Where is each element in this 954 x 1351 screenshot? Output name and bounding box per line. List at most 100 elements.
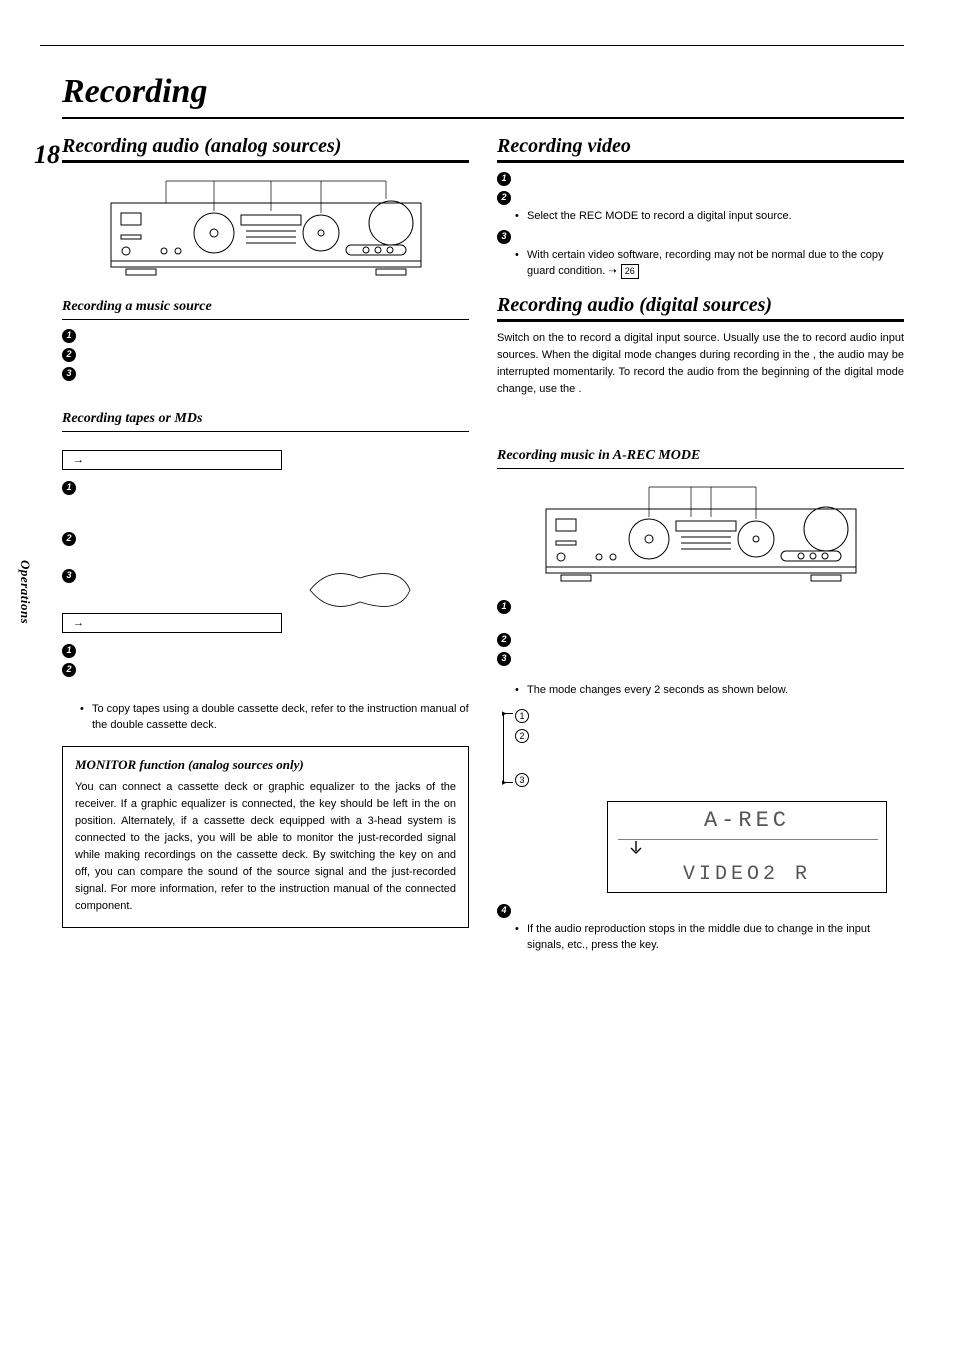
monitor-title: MONITOR function (analog sources only): [75, 757, 456, 773]
step-text: [517, 632, 904, 647]
monitor-box: MONITOR function (analog sources only) Y…: [62, 746, 469, 928]
step-text: [517, 599, 904, 614]
step-row: 2: [62, 347, 469, 362]
section-video-title: Recording video: [497, 135, 904, 158]
step-row: 1: [497, 171, 904, 186]
step-number-icon: 2: [62, 663, 76, 677]
arrow-right-icon: →: [73, 617, 84, 629]
main-rule: [62, 117, 904, 119]
cycle-number-icon: 3: [515, 773, 529, 787]
step-text: [82, 328, 469, 343]
bullet-text: Select the REC MODE to record a digital …: [527, 209, 904, 225]
bullet-note: •If the audio reproduction stops in the …: [515, 922, 904, 954]
step-number-icon: 1: [497, 600, 511, 614]
step-row: 1: [62, 480, 469, 495]
bullet-icon: •: [515, 248, 523, 280]
step-row: 1: [62, 328, 469, 343]
top-rule: [40, 45, 904, 46]
step-number-icon: 2: [497, 633, 511, 647]
cycle-number-icon: 1: [515, 709, 529, 723]
bullet-note: •The mode changes every 2 seconds as sho…: [515, 683, 904, 699]
cycle-number-icon: 2: [515, 729, 529, 743]
page-number: 18: [34, 140, 60, 170]
page-ref: 26: [621, 264, 639, 279]
digital-para: Switch on the to record a digital input …: [497, 330, 904, 398]
bullet-icon: •: [515, 209, 523, 225]
bullet-icon: •: [515, 922, 523, 954]
step-row: 3: [497, 229, 904, 244]
step-number-icon: 3: [62, 569, 76, 583]
bullet-note: •With certain video software, recording …: [515, 248, 904, 280]
receiver-svg: [541, 479, 861, 589]
lcd-divider: [618, 839, 876, 857]
step-number-icon: 2: [497, 191, 511, 205]
bullet-icon: •: [515, 683, 523, 699]
step-number-icon: 3: [62, 367, 76, 381]
sub-arec: Recording music in A-REC MODE: [497, 448, 904, 464]
main-title: Recording: [62, 73, 904, 111]
lcd-line-top: A-REC: [608, 802, 886, 839]
step-row: 3: [497, 651, 904, 666]
transfer-box: →: [62, 450, 282, 470]
step-row: 2: [62, 662, 469, 677]
step-text: [517, 171, 904, 186]
section-rule: [62, 160, 469, 163]
step-row: 1: [62, 643, 469, 658]
bullet-text: With certain video software, recording m…: [527, 248, 904, 280]
step-text: [82, 480, 469, 495]
receiver-svg: [106, 173, 426, 283]
sub-music-source: Recording a music source: [62, 299, 469, 315]
step-text: [82, 643, 469, 658]
sub-tapes-mds: Recording tapes or MDs: [62, 411, 469, 427]
lcd-line-bottom: VIDEO2 R: [608, 857, 886, 892]
sub-rule: [62, 319, 469, 320]
bullet-note: •Select the REC MODE to record a digital…: [515, 209, 904, 225]
display-panel: A-REC VIDEO2 R: [607, 801, 887, 893]
right-column: Recording video 1 2 •Select the REC MODE…: [497, 129, 904, 957]
step-text: [82, 531, 469, 546]
step-row: 2: [62, 531, 469, 546]
cycle-bracket-icon: [503, 713, 513, 783]
bullet-note: • To copy tapes using a double cassette …: [80, 702, 469, 734]
arrow-right-icon: →: [73, 454, 84, 466]
note-illustration: [300, 560, 420, 620]
step-row: 2: [497, 632, 904, 647]
sub-rule: [62, 431, 469, 432]
step-text: [517, 903, 904, 918]
step-text: [517, 190, 904, 205]
step-number-icon: 1: [62, 329, 76, 343]
step-number-icon: 3: [497, 652, 511, 666]
monitor-body: You can connect a cassette deck or graph…: [75, 779, 456, 915]
step-number-icon: 4: [497, 904, 511, 918]
step-text: [517, 229, 904, 244]
step-row: 3: [62, 366, 469, 381]
step-number-icon: 1: [62, 481, 76, 495]
section-digital-title: Recording audio (digital sources): [497, 294, 904, 317]
step-row: 1: [497, 599, 904, 614]
side-tab: Operations: [17, 560, 33, 624]
device-illustration: [106, 173, 426, 283]
bullet-text: If the audio reproduction stops in the m…: [527, 922, 904, 954]
left-column: Recording audio (analog sources): [62, 129, 469, 957]
bullet-text: To copy tapes using a double cassette de…: [92, 702, 469, 734]
step-text: [82, 662, 469, 677]
step-text: [82, 347, 469, 362]
section-rule: [497, 160, 904, 163]
transfer-box: →: [62, 613, 282, 633]
sub-rule: [497, 468, 904, 469]
device-illustration: [541, 479, 861, 589]
step-row: 2: [497, 190, 904, 205]
step-number-icon: 1: [497, 172, 511, 186]
step-number-icon: 2: [62, 348, 76, 362]
step-number-icon: 2: [62, 532, 76, 546]
step-number-icon: 3: [497, 230, 511, 244]
step-number-icon: 1: [62, 644, 76, 658]
step-text: [517, 651, 904, 666]
step-text: [82, 366, 469, 381]
bullet-text: The mode changes every 2 seconds as show…: [527, 683, 904, 699]
section-analog-title: Recording audio (analog sources): [62, 135, 469, 158]
step-row: 4: [497, 903, 904, 918]
bullet-icon: •: [80, 702, 88, 734]
section-rule: [497, 319, 904, 322]
mode-cycle: 1 2 3: [515, 709, 904, 787]
